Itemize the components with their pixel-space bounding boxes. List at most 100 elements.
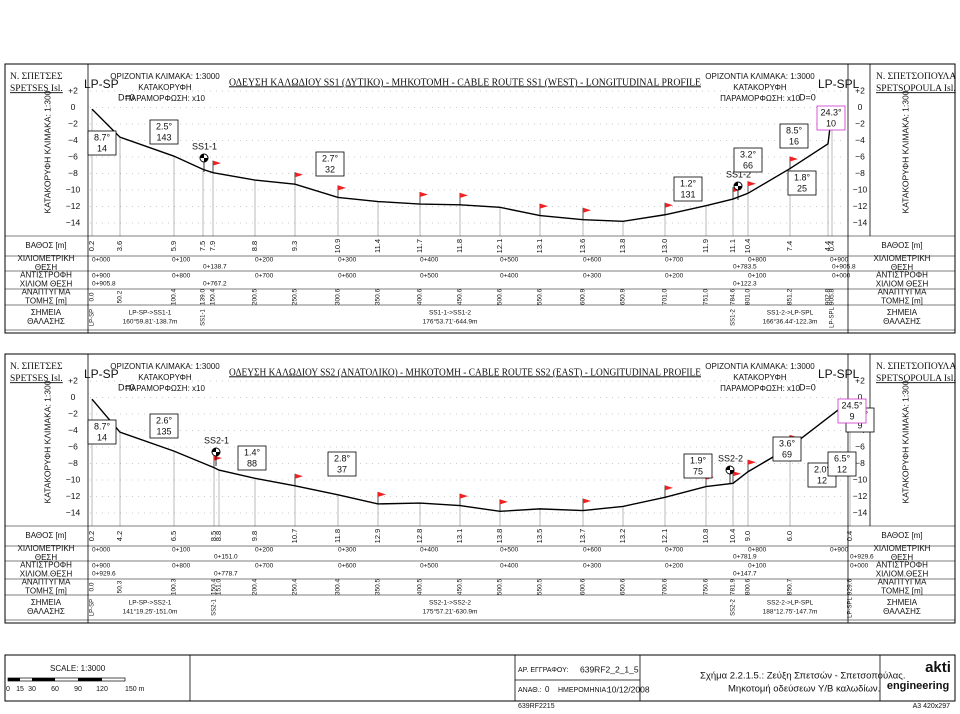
development-value: 100.4 xyxy=(171,288,178,305)
file-code: 639RF2215 xyxy=(518,703,555,710)
depth-tick-label: −14 xyxy=(66,217,81,227)
depth-tick-label: −14 xyxy=(853,217,868,227)
depth-value: 13.8 xyxy=(495,529,504,544)
flag xyxy=(733,471,741,477)
reverse-chainage-value: 0+767.2 xyxy=(203,281,227,288)
development-value: 200.4 xyxy=(252,578,259,595)
row-label: ΧΙΛΙΟΜ.ΘΕΣΗ xyxy=(876,570,929,579)
row-label: ΘΕΣΗ xyxy=(35,263,58,272)
sea-point: LP-SPL xyxy=(830,307,836,328)
doc-number: 639RF2_2_1_5 xyxy=(580,664,639,674)
chainage-value: 0+905.8 xyxy=(832,264,856,271)
chainage-value: 0+100 xyxy=(172,257,191,264)
depth-value: 13.8 xyxy=(618,239,627,254)
depth-tick-label: −14 xyxy=(66,507,81,517)
slope-length: 131 xyxy=(680,189,695,199)
flag xyxy=(295,172,303,178)
development-value: 300.4 xyxy=(335,578,342,595)
depth-value: 11.8 xyxy=(455,239,464,253)
development-value: 50.3 xyxy=(117,580,124,593)
flag xyxy=(378,491,386,497)
slope-angle: 24.3° xyxy=(820,107,842,117)
depth-tick-label: −12 xyxy=(66,201,81,211)
figure-caption: Σχήμα 2.2.1.5.: Ζεύξη Σπετσών - Σπετσοπο… xyxy=(700,671,905,682)
chainage-value: 0+138.7 xyxy=(203,264,227,271)
scale-bar-segment xyxy=(8,678,20,681)
row-label: ΤΟΜΗΣ [m] xyxy=(25,297,67,306)
depth-tick-label: −10 xyxy=(853,184,868,194)
row-label: ΧΙΛΙΟΜΕΤΡΙΚΗ xyxy=(874,254,931,263)
chainage-value: 0+800 xyxy=(748,257,767,264)
reverse-chainage-value: 0+000 xyxy=(832,273,851,280)
title-block-frame xyxy=(4,654,956,702)
scale-text: SCALE: 1:3000 xyxy=(50,664,106,673)
row-label: ΒΑΘΟΣ [m] xyxy=(881,241,922,250)
depth-value: 9.0 xyxy=(743,531,752,541)
datum-label: D=0 xyxy=(799,382,816,392)
slope-length: 14 xyxy=(97,432,107,442)
row-label: ΘΑΛΑΣΗΣ xyxy=(883,317,921,326)
slope-angle: 1.2° xyxy=(680,178,697,188)
reverse-chainage-value: 0+929.6 xyxy=(92,571,116,578)
scale-bar-label: 120 xyxy=(96,686,108,693)
slope-box xyxy=(816,105,846,131)
endpoint-label: LP-SP xyxy=(84,77,119,91)
row-label: ΑΝΑΠΤΥΓΜΑ xyxy=(22,288,72,297)
development-value: 650.6 xyxy=(620,578,627,595)
development-value: 750.6 xyxy=(703,578,710,595)
date-label: ΗΜΕΡΟΜΗΝΙΑ: xyxy=(558,687,608,694)
reverse-chainage-value: 0+100 xyxy=(748,273,767,280)
slope-box xyxy=(673,176,703,202)
depth-value: 6.0 xyxy=(785,531,794,541)
vertical-scale: ΚΑΤΑΚΟΡΥΦΗ ΚΛΙΜΑΚΑ: 1:300 xyxy=(42,380,52,503)
development-value: 400.5 xyxy=(417,578,424,595)
development-value: 801.0 xyxy=(745,288,752,305)
development-value: 751.0 xyxy=(703,288,710,305)
row-label: ΣΗΜΕΙΑ xyxy=(887,308,918,317)
sea-segment: 188°12.75'-147.7m xyxy=(763,608,818,616)
development-value: 150.4 xyxy=(210,288,217,305)
station-label: SS1-2 xyxy=(726,169,751,179)
slope-angle: 24.5° xyxy=(841,400,863,410)
station-symbol-fill xyxy=(734,182,742,190)
row-label: ΘΕΣΗ xyxy=(891,263,914,272)
depth-value: 8.8 xyxy=(250,241,259,251)
reverse-chainage-value: 0+700 xyxy=(255,273,274,280)
depth-tick-label: −2 xyxy=(68,118,78,128)
depth-tick-label: 0 xyxy=(71,102,76,112)
island-name-en: SPETSOPOULA Isl. xyxy=(876,84,956,94)
slope-angle: 3.2° xyxy=(740,149,757,159)
doc-number-label: ΑΡ. ΕΓΓΡΑΦΟΥ: xyxy=(518,667,568,674)
flag xyxy=(748,459,756,465)
development-value: 781.9 xyxy=(730,578,737,595)
development-value: 850.7 xyxy=(787,578,794,595)
depth-tick-label: −4 xyxy=(855,135,865,145)
depth-value: 13.1 xyxy=(455,529,464,544)
flag xyxy=(790,156,798,162)
station-symbol-fill xyxy=(200,154,208,162)
reverse-chainage-value: 0+400 xyxy=(500,273,519,280)
depth-value: 11.9 xyxy=(701,239,710,253)
sea-point: LP-SPL xyxy=(848,597,854,618)
development-value: 701.0 xyxy=(662,288,669,305)
depth-value: 13.7 xyxy=(578,529,587,544)
sea-segment: SS2-2->LP-SPL xyxy=(767,600,814,607)
row-label: ΧΙΛΙΟΜΕΤΡΙΚΗ xyxy=(18,544,75,553)
row-label: ΑΝΑΠΤΥΓΜΑ xyxy=(22,578,72,587)
depth-value: 10.7 xyxy=(290,529,299,544)
scale-bar-segment xyxy=(78,678,102,681)
scale-note: ΟΡΙΖΟΝΤΙΑ ΚΛΙΜΑΚΑ: 1:3000 xyxy=(705,72,815,81)
island-name: Ν. ΣΠΕΤΣΕΣ xyxy=(10,362,63,372)
development-value: 500.6 xyxy=(497,288,504,305)
row-label: ΘΑΛΑΣΗΣ xyxy=(27,607,65,616)
row-label: ΑΝΤΙΣΤΡΟΦΗ xyxy=(876,271,928,280)
chainage-value: 0+000 xyxy=(92,257,111,264)
row-label: ΣΗΜΕΙΑ xyxy=(31,308,62,317)
slope-box xyxy=(683,453,713,479)
row-label: ΤΟΜΗΣ [m] xyxy=(881,587,923,596)
sea-segment: 175°57.21'-630.9m xyxy=(423,608,478,616)
vertical-scale: ΚΑΤΑΚΟΡΥΦΗ ΚΛΙΜΑΚΑ: 1:300 xyxy=(900,380,910,503)
scale-note: ΠΑΡΑΜΟΡΦΩΣΗ: x10 xyxy=(125,94,205,103)
depth-tick-label: 0 xyxy=(858,102,863,112)
development-value: 550.5 xyxy=(537,578,544,595)
